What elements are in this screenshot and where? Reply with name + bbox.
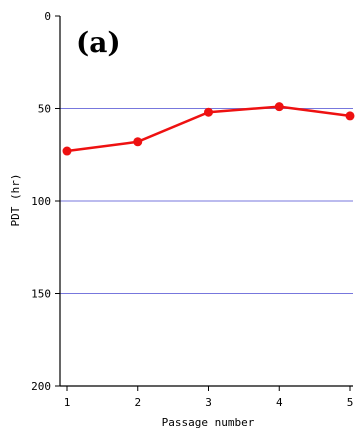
data-point (62, 146, 72, 156)
y-tick-label: 50 (38, 103, 51, 116)
data-point (204, 107, 213, 117)
gridlines (60, 108, 353, 294)
y-ticks: 0 50 100 150 200 (31, 10, 60, 393)
panel-label: (a) (76, 26, 121, 59)
y-tick-label: 0 (44, 10, 51, 23)
data-point (133, 137, 143, 147)
data-point (345, 111, 355, 121)
y-tick-label: 100 (31, 195, 51, 208)
x-axis-title: Passage number (162, 416, 255, 429)
x-tick-label: 2 (134, 396, 141, 409)
x-tick-label: 3 (205, 396, 212, 409)
data-point (274, 102, 284, 112)
y-tick-label: 150 (31, 288, 51, 301)
y-axis-title: PDT (hr) (9, 174, 22, 227)
x-tick-label: 1 (64, 396, 71, 409)
y-tick-label: 200 (31, 380, 51, 393)
x-tick-label: 5 (347, 396, 354, 409)
series-group (62, 102, 355, 156)
x-tick-label: 4 (276, 396, 283, 409)
x-ticks: 1 2 3 4 5 (64, 386, 354, 409)
